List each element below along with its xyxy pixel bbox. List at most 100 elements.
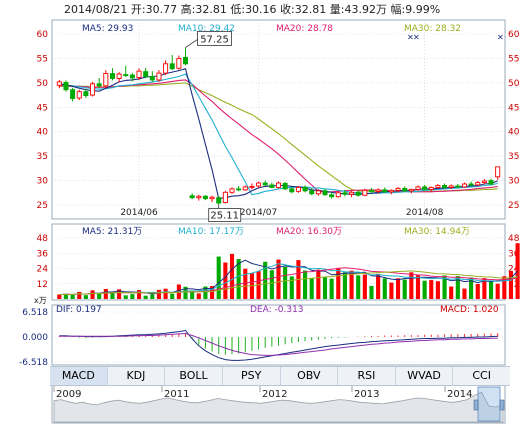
volume-y-tick-right: 24 bbox=[508, 265, 520, 275]
candle-body bbox=[488, 180, 494, 185]
price-y-tick-left: 45 bbox=[37, 103, 48, 113]
volume-y-tick-right: 36 bbox=[508, 249, 520, 259]
price-y-tick-right: 55 bbox=[508, 54, 519, 64]
candle-body bbox=[415, 186, 421, 190]
history-right-handle bbox=[499, 399, 505, 411]
volume-bar bbox=[415, 275, 421, 299]
low-annotation: 25.11 bbox=[210, 210, 239, 221]
volume-bar bbox=[508, 271, 514, 299]
candle-body bbox=[229, 188, 235, 193]
volume-bar bbox=[163, 288, 168, 299]
volume-bar bbox=[409, 272, 414, 299]
candle-body bbox=[435, 185, 441, 188]
tab-psy[interactable]: PSY bbox=[223, 367, 281, 385]
candle-body bbox=[289, 188, 295, 193]
candle-body bbox=[382, 189, 388, 193]
volume-y-tick-left: 48 bbox=[37, 234, 49, 244]
price-legend-ma10: MA10: 29.42 bbox=[178, 24, 235, 34]
volume-bar bbox=[356, 275, 361, 299]
tab-kdj[interactable]: KDJ bbox=[108, 367, 166, 385]
candle-body bbox=[242, 186, 248, 191]
candle-body bbox=[495, 166, 501, 178]
history-year-label: 2013 bbox=[354, 389, 379, 400]
candle-body bbox=[461, 183, 467, 188]
macd-y-tick: 0.000 bbox=[22, 333, 48, 343]
volume-bar bbox=[402, 279, 407, 299]
volume-bar bbox=[309, 278, 314, 299]
price-y-tick-left: 60 bbox=[37, 30, 49, 40]
candle-body bbox=[103, 73, 109, 87]
candle-body bbox=[275, 182, 282, 188]
macd-legend-macd: MACD: 1.020 bbox=[440, 305, 499, 315]
volume-bar bbox=[210, 286, 215, 299]
tab-cci[interactable]: CCI bbox=[472, 369, 491, 382]
candle-body bbox=[481, 180, 487, 183]
volume-bar bbox=[342, 272, 347, 299]
open-value: 30.77 bbox=[145, 3, 178, 16]
history-area bbox=[53, 391, 504, 423]
volume-bar bbox=[170, 293, 175, 299]
candle-body bbox=[395, 187, 401, 191]
tab-wvad[interactable]: WVAD bbox=[396, 367, 454, 385]
volume-y-tick-left: 24 bbox=[37, 265, 49, 275]
high-annotation: 57.25 bbox=[200, 34, 229, 45]
candle-body bbox=[329, 194, 335, 198]
candle-body bbox=[302, 186, 308, 192]
candle-body bbox=[422, 186, 428, 190]
tab-rsi[interactable]: RSI bbox=[338, 367, 396, 385]
candle-body bbox=[362, 189, 368, 196]
volume-bar bbox=[90, 290, 95, 299]
candle-body bbox=[149, 76, 155, 81]
volume-bar bbox=[395, 278, 401, 299]
volume-bar bbox=[183, 286, 188, 299]
tab-obv[interactable]: OBV bbox=[281, 367, 339, 385]
low-value: 30.16 bbox=[245, 3, 277, 16]
candle-body bbox=[428, 186, 434, 190]
tab-boll[interactable]: BOLL bbox=[165, 367, 223, 385]
close-label: 收: bbox=[280, 3, 295, 16]
volume-bar bbox=[97, 293, 102, 299]
volume-bar bbox=[369, 285, 374, 299]
volume-bar bbox=[269, 270, 274, 299]
candle-body bbox=[129, 74, 135, 79]
annotation-box bbox=[208, 208, 242, 222]
volume-bar bbox=[83, 295, 88, 299]
volume-bar bbox=[143, 295, 148, 299]
candle-body bbox=[236, 188, 242, 191]
quote-date: 2014/08/21 bbox=[64, 3, 128, 16]
volume-bar bbox=[329, 278, 334, 299]
candle-body bbox=[322, 190, 328, 196]
volume-bar bbox=[316, 269, 321, 299]
candle-body bbox=[368, 189, 374, 192]
tab-macd[interactable]: MACD bbox=[50, 367, 108, 385]
candle-body bbox=[375, 189, 381, 192]
history-year-label: 2012 bbox=[262, 389, 287, 400]
candle-body bbox=[335, 192, 341, 198]
candle-body bbox=[202, 195, 208, 200]
volume-bar bbox=[150, 294, 155, 299]
volume-bar bbox=[482, 278, 487, 299]
volume-bar bbox=[236, 259, 241, 299]
history-year-label: 2011 bbox=[164, 389, 189, 400]
volume-y-tick-left: 12 bbox=[37, 280, 48, 290]
volume-bar bbox=[435, 281, 440, 299]
volume-bar bbox=[117, 289, 122, 299]
volume-bar bbox=[156, 289, 162, 299]
candle-body bbox=[295, 186, 301, 192]
volume-bar bbox=[469, 277, 474, 299]
price-x-tick-label: 2014/07 bbox=[240, 208, 277, 218]
candle-body bbox=[136, 70, 142, 78]
volume-bar bbox=[382, 278, 387, 299]
price-y-tick-left: 50 bbox=[37, 79, 49, 89]
volume-bar bbox=[203, 286, 208, 299]
candle-body bbox=[70, 89, 76, 99]
price-y-tick-right: 35 bbox=[508, 152, 519, 162]
macd-dea-line bbox=[59, 332, 498, 356]
volume-bar bbox=[63, 293, 69, 299]
volume-ma-line bbox=[59, 270, 518, 296]
volume-bar bbox=[77, 291, 82, 299]
candle-body bbox=[116, 73, 122, 79]
volume-bar bbox=[449, 286, 454, 299]
volume-bar bbox=[123, 295, 128, 299]
history-selection-window bbox=[477, 386, 501, 422]
